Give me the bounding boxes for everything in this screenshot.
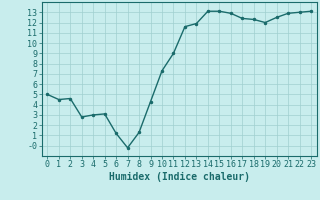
- X-axis label: Humidex (Indice chaleur): Humidex (Indice chaleur): [109, 172, 250, 182]
